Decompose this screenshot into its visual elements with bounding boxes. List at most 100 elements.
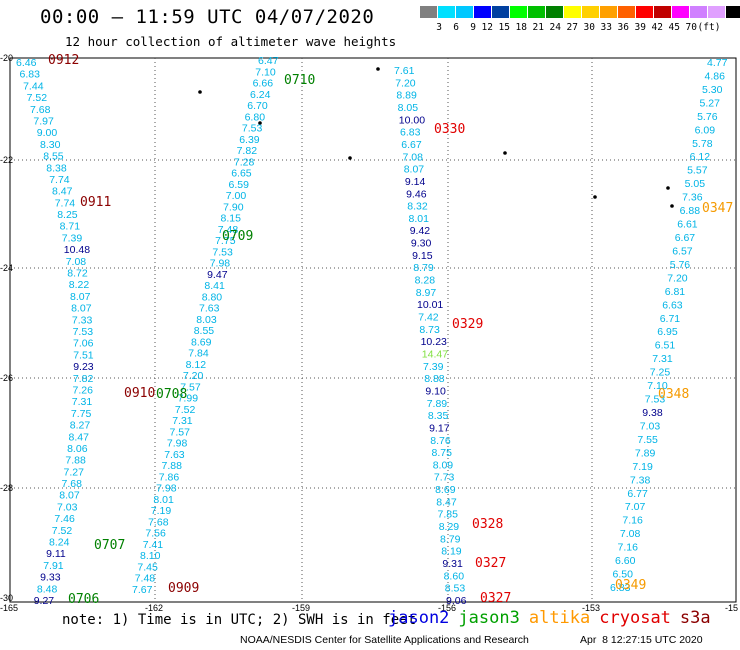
- color-swatch: [474, 6, 492, 18]
- wave-height-value: 6.77: [627, 488, 648, 500]
- wave-height-value: 8.55: [194, 325, 215, 337]
- color-swatch: [726, 6, 740, 18]
- longitude-tick-label: -153: [582, 603, 600, 613]
- wave-height-value: 5.76: [670, 259, 691, 271]
- wave-height-value: 7.41: [143, 539, 164, 551]
- wave-height-value: 9.10: [425, 386, 446, 398]
- wave-height-value: 7.97: [33, 116, 54, 128]
- color-scale-label: 24: [549, 22, 561, 33]
- color-scale-label: 9: [470, 22, 476, 33]
- color-swatch: [654, 6, 672, 18]
- wave-height-value: 7.26: [73, 385, 94, 397]
- color-swatch: [420, 6, 438, 18]
- pass-time-label: 0912: [48, 53, 79, 68]
- color-swatch: [600, 6, 618, 18]
- wave-height-value: 7.51: [73, 349, 94, 361]
- pass-time-label: 0910: [124, 386, 155, 401]
- wave-height-value: 6.51: [655, 340, 676, 352]
- color-swatch: [582, 6, 600, 18]
- wave-height-value: 7.03: [640, 421, 661, 433]
- map-frame: [9, 57, 737, 603]
- wave-height-value: 7.73: [434, 472, 455, 484]
- wave-height-value: 7.67: [132, 584, 153, 596]
- wave-height-value: 8.79: [440, 533, 461, 545]
- wave-height-value: 7.84: [188, 348, 209, 360]
- wave-height-value: 8.72: [67, 268, 88, 280]
- pass-time-label: 0708: [156, 387, 187, 402]
- wave-height-value: 6.57: [672, 246, 693, 258]
- latitude-tick-label: -30: [0, 593, 13, 603]
- wave-height-value: 8.05: [398, 102, 419, 114]
- wave-height-value: 7.53: [242, 123, 263, 135]
- wave-height-value: 7.48: [135, 573, 156, 585]
- wave-height-value: 9.30: [411, 238, 432, 250]
- wave-height-value: 7.27: [64, 466, 85, 478]
- wave-height-value: 8.01: [153, 494, 174, 506]
- legend-s3a: s3a: [679, 608, 711, 628]
- color-scale-label: 36: [617, 22, 629, 33]
- pass-time-label: 0330: [434, 122, 465, 137]
- wave-height-value: 9.42: [410, 225, 431, 237]
- wave-height-value: 9.17: [429, 422, 450, 434]
- color-scale-label: (ft): [697, 22, 721, 33]
- island-dot: [666, 186, 670, 190]
- wave-height-value: 7.16: [618, 542, 639, 554]
- wave-height-value: 9.23: [73, 361, 94, 373]
- wave-height-value: 7.08: [620, 528, 641, 540]
- wave-height-value: 6.66: [253, 78, 274, 90]
- wave-height-value: 8.88: [424, 373, 445, 385]
- color-swatch: [456, 6, 474, 18]
- pass-time-label: 0710: [284, 73, 315, 88]
- wave-height-value: 5.27: [700, 97, 721, 109]
- wave-height-value: 7.03: [57, 501, 78, 513]
- wave-height-value: 8.71: [60, 221, 81, 233]
- wave-height-value: 7.33: [72, 314, 93, 326]
- wave-height-value: 8.09: [433, 459, 454, 471]
- page-title: 00:00 – 11:59 UTC 04/07/2020: [40, 6, 375, 28]
- wave-height-value: 7.75: [71, 408, 92, 420]
- wave-height-value: 6.50: [613, 569, 634, 581]
- wave-height-value: 7.88: [65, 455, 86, 467]
- wave-height-value: 8.47: [436, 496, 457, 508]
- wave-height-value: 5.57: [687, 165, 708, 177]
- wave-height-value: 5.78: [692, 138, 713, 150]
- color-scale-label: 70: [685, 22, 697, 33]
- wave-height-value: 7.44: [23, 80, 44, 92]
- wave-height-value: 9.00: [37, 127, 58, 139]
- wave-height-value: 5.76: [697, 111, 718, 123]
- wave-height-value: 8.97: [416, 287, 437, 299]
- wave-height-value: 8.07: [70, 291, 91, 303]
- wave-height-value: 8.47: [52, 186, 73, 198]
- wave-height-value: 8.69: [191, 336, 212, 348]
- wave-height-value: 10.01: [417, 299, 443, 311]
- wave-height-value: 4.86: [705, 71, 726, 83]
- color-scale-labels: 3 6 9 12 15 18 21 24 27 30 33 36 39 42 45 70 (ft): [420, 22, 721, 33]
- wave-height-value: 9.38: [642, 407, 663, 419]
- wave-height-value: 7.75: [215, 235, 236, 247]
- pass-time-label: 0707: [94, 538, 125, 553]
- color-swatch: [618, 6, 636, 18]
- wave-height-value: 6.81: [665, 286, 686, 298]
- wave-height-value: 7.85: [438, 509, 459, 521]
- wave-height-value: 8.79: [413, 262, 434, 274]
- wave-height-value: 8.48: [37, 583, 58, 595]
- pass-time-label: 0911: [80, 195, 111, 210]
- wave-height-value: 6.24: [250, 89, 271, 101]
- latitude-tick-label: -22: [0, 155, 13, 165]
- wave-height-value: 8.35: [428, 410, 449, 422]
- wave-height-value: 7.53: [212, 246, 233, 258]
- wave-height-value: 7.82: [73, 373, 94, 385]
- color-scale-label: 6: [453, 22, 459, 33]
- wave-height-value: 7.52: [175, 404, 196, 416]
- pass-time-label: 0347: [702, 201, 733, 216]
- wave-height-value: 8.06: [67, 443, 88, 455]
- color-scale-label: 18: [515, 22, 527, 33]
- wave-height-value: 9.47: [207, 269, 228, 281]
- wave-height-value: 7.57: [180, 381, 201, 393]
- color-scale-label: 45: [668, 22, 680, 33]
- wave-height-value: 8.75: [432, 447, 453, 459]
- wave-height-value: 8.01: [409, 213, 430, 225]
- pass-time-label: 0349: [615, 578, 646, 593]
- satellite-legend: jason2 jason3 altika cryosat s3a: [388, 608, 720, 628]
- latitude-tick-label: -20: [0, 53, 13, 63]
